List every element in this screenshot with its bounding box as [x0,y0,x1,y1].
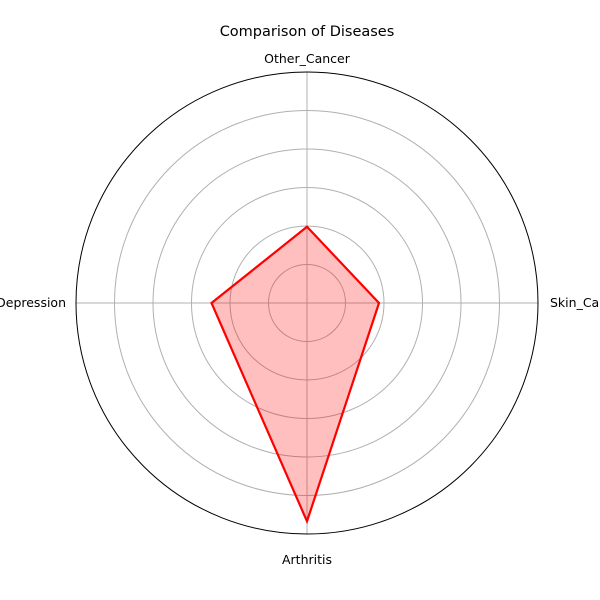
category-label-other-cancer: Other_Cancer [264,51,351,66]
series-line [210,225,381,525]
radar-series [210,225,381,525]
category-label-depression: Depression [0,295,66,310]
category-label-arthritis: Arthritis [282,552,332,567]
category-labels: Skin_Cancer Other_Cancer Depression Arthrit… [0,51,600,567]
category-label-skin-cancer: Skin_Cancer [550,295,600,310]
chart-title: Comparison of Diseases [220,24,395,40]
series-area [211,226,379,522]
outer-ring [75,71,539,535]
